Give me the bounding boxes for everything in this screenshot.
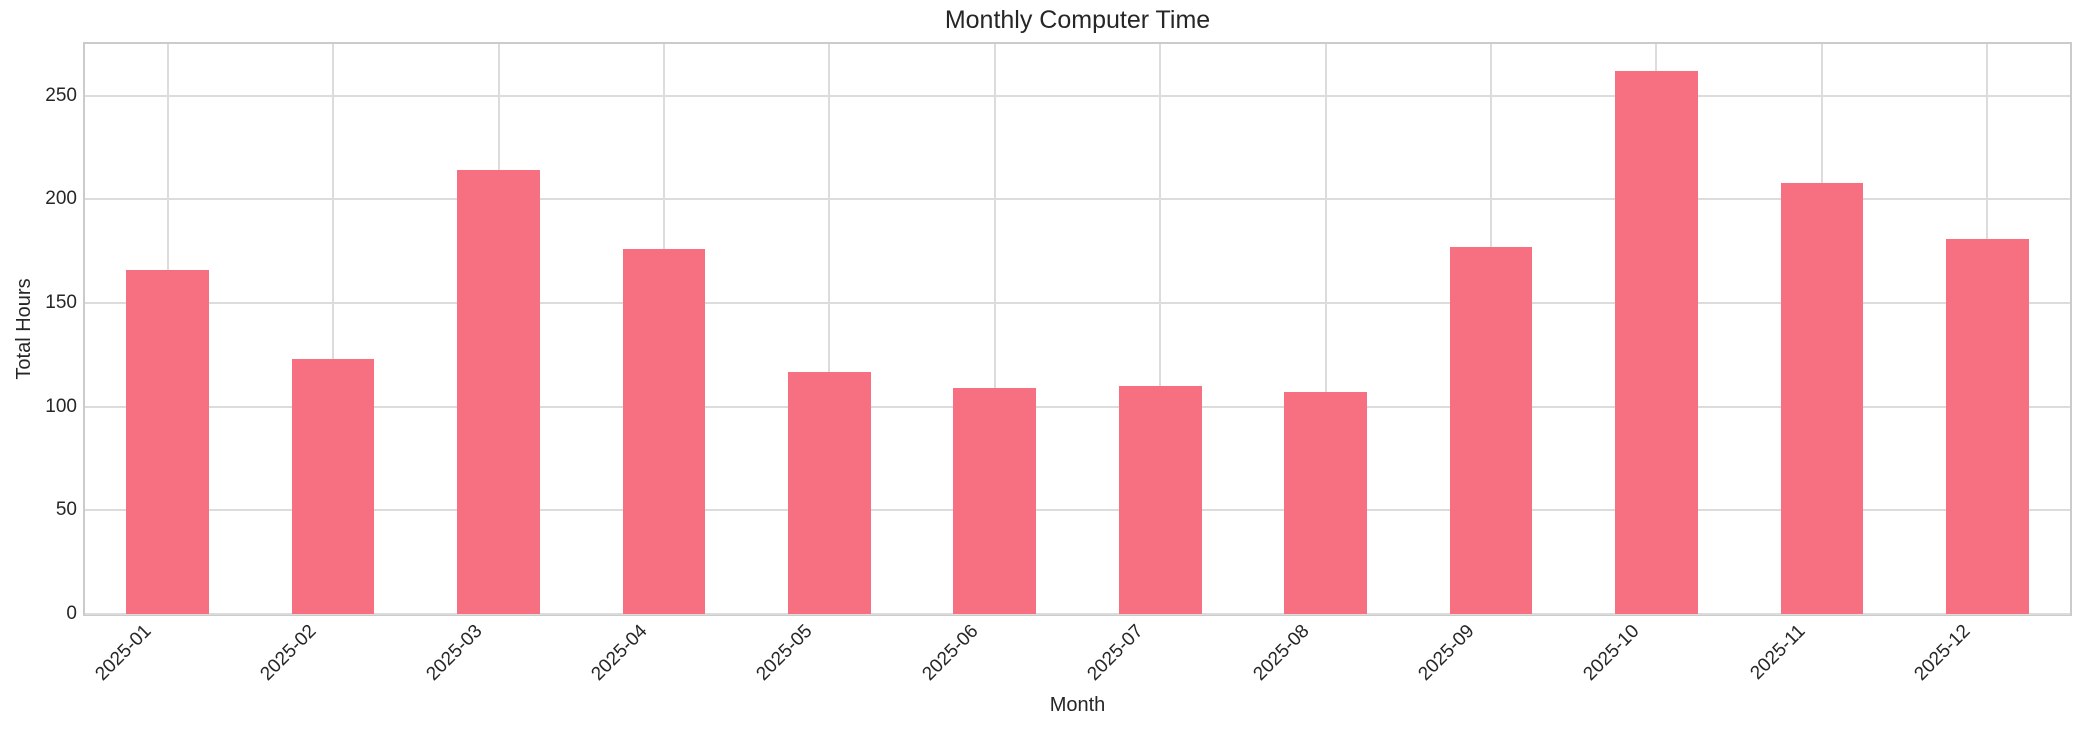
bar-2025-03 <box>457 170 540 614</box>
y-tick-label-100: 100 <box>45 395 77 417</box>
h-gridline-200 <box>85 198 2070 201</box>
v-gridline-2025-05 <box>828 44 831 614</box>
v-gridline-2025-08 <box>1324 44 1327 614</box>
bar-2025-11 <box>1780 182 1864 614</box>
v-gridline-2025-02 <box>332 44 335 614</box>
x-tick-label-2025-01: 2025-01 <box>91 620 156 685</box>
bar-2025-05 <box>788 371 871 614</box>
y-tick-label-0: 0 <box>66 603 77 624</box>
x-tick-label-2025-05: 2025-05 <box>752 620 817 685</box>
bar-2025-01 <box>126 269 210 614</box>
bar-2025-06 <box>953 388 1037 614</box>
x-axis-label: Month <box>1049 694 1106 716</box>
x-tick-label-2025-10: 2025-10 <box>1579 620 1645 685</box>
bar-2025-04 <box>622 249 706 614</box>
x-tick-label-2025-04: 2025-04 <box>587 620 652 685</box>
bar-2025-02 <box>291 359 375 614</box>
x-tick-label-2025-07: 2025-07 <box>1083 620 1148 685</box>
h-gridline-100 <box>85 405 2070 408</box>
v-gridline-2025-07 <box>1159 44 1162 614</box>
x-tick-label-2025-03: 2025-03 <box>421 620 487 685</box>
bar-2025-08 <box>1284 392 1367 614</box>
x-tick-label-2025-02: 2025-02 <box>256 620 321 685</box>
h-gridline-250 <box>85 94 2070 97</box>
x-tick-label-2025-08: 2025-08 <box>1249 620 1314 685</box>
bar-2025-09 <box>1449 247 1533 614</box>
chart-title: Monthly Computer Time <box>944 6 1211 34</box>
h-gridline-50 <box>85 509 2070 512</box>
bar-2025-07 <box>1118 386 1202 614</box>
x-tick-label-2025-06: 2025-06 <box>918 620 983 685</box>
y-tick-label-50: 50 <box>55 499 77 521</box>
bar-2025-10 <box>1615 70 1698 614</box>
h-gridline-0 <box>85 613 2070 615</box>
y-tick-label-200: 200 <box>45 188 77 210</box>
bar-2025-12 <box>1945 238 2029 614</box>
x-tick-label-2025-11: 2025-11 <box>1746 620 1810 684</box>
x-tick-label-2025-09: 2025-09 <box>1414 620 1479 685</box>
v-gridline-2025-06 <box>993 44 996 614</box>
y-tick-label-250: 250 <box>45 84 77 106</box>
h-gridline-150 <box>85 302 2070 305</box>
x-tick-label-2025-12: 2025-12 <box>1910 620 1975 685</box>
plot-area <box>83 42 2072 616</box>
y-tick-label-150: 150 <box>45 292 77 314</box>
y-axis-label: Total Hours <box>13 278 35 380</box>
